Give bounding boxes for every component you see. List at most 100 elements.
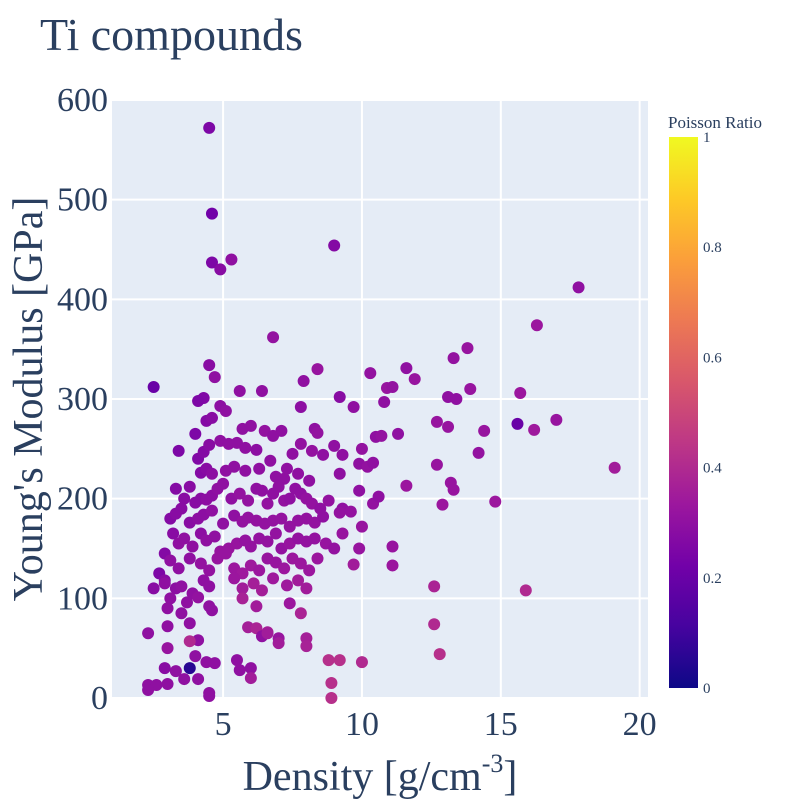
data-point bbox=[183, 480, 196, 493]
data-point bbox=[328, 439, 341, 452]
colorbar-tick-label: 0 bbox=[703, 681, 711, 697]
data-point bbox=[233, 487, 246, 500]
colorbar-tick-label: 0.8 bbox=[703, 240, 722, 256]
data-point bbox=[205, 467, 218, 480]
data-point bbox=[355, 520, 368, 533]
data-point bbox=[250, 600, 263, 613]
data-point bbox=[253, 462, 266, 475]
colorbar-tick-label: 1 bbox=[703, 130, 711, 146]
data-point bbox=[178, 532, 191, 545]
data-point bbox=[267, 331, 280, 344]
data-point bbox=[208, 371, 221, 384]
data-point bbox=[183, 635, 196, 648]
data-point bbox=[322, 654, 335, 667]
data-point bbox=[169, 665, 182, 678]
data-point bbox=[278, 562, 291, 575]
data-point bbox=[208, 530, 221, 543]
data-point bbox=[208, 657, 221, 670]
chart-title: Ti compounds bbox=[40, 9, 303, 60]
data-point bbox=[169, 482, 182, 495]
data-point bbox=[333, 467, 346, 480]
data-point bbox=[255, 484, 268, 497]
data-point bbox=[472, 446, 485, 459]
data-point bbox=[233, 385, 246, 398]
y-tick-label: 300 bbox=[57, 381, 108, 418]
data-point bbox=[178, 492, 191, 505]
data-point bbox=[147, 582, 160, 595]
data-point bbox=[255, 584, 268, 597]
data-point bbox=[192, 394, 205, 407]
data-point bbox=[294, 607, 307, 620]
data-point bbox=[247, 577, 260, 590]
data-point bbox=[167, 527, 180, 540]
data-point bbox=[478, 424, 491, 437]
data-point bbox=[272, 480, 285, 493]
data-point bbox=[269, 556, 282, 569]
data-point bbox=[530, 319, 543, 332]
data-point bbox=[205, 256, 218, 269]
data-point bbox=[161, 602, 174, 615]
data-point bbox=[194, 557, 207, 570]
colorbar-tick-label: 0.2 bbox=[703, 571, 722, 587]
data-point bbox=[275, 424, 288, 437]
colorbar bbox=[669, 137, 698, 688]
data-point bbox=[175, 580, 188, 593]
data-point bbox=[442, 420, 455, 433]
data-point bbox=[305, 444, 318, 457]
data-point bbox=[147, 381, 160, 394]
data-point bbox=[183, 617, 196, 630]
data-point bbox=[219, 404, 232, 417]
data-point bbox=[311, 552, 324, 565]
data-point bbox=[514, 387, 527, 400]
data-point bbox=[317, 448, 330, 461]
data-point bbox=[447, 352, 460, 365]
data-point bbox=[189, 427, 202, 440]
data-point bbox=[217, 517, 230, 530]
data-point bbox=[161, 620, 174, 633]
data-point bbox=[400, 362, 413, 375]
data-point bbox=[228, 572, 241, 585]
data-point bbox=[355, 656, 368, 669]
data-point bbox=[317, 510, 330, 523]
data-point bbox=[236, 582, 249, 595]
data-point bbox=[205, 411, 218, 424]
colorbar-tick-label: 0.6 bbox=[703, 350, 722, 366]
data-point bbox=[400, 479, 413, 492]
data-point bbox=[205, 207, 218, 220]
data-point bbox=[175, 607, 188, 620]
data-point bbox=[261, 535, 274, 548]
data-point bbox=[233, 664, 246, 677]
data-point bbox=[336, 527, 349, 540]
data-point bbox=[303, 474, 316, 487]
data-point bbox=[158, 662, 171, 675]
data-point bbox=[325, 692, 338, 704]
data-point bbox=[519, 584, 532, 597]
data-point bbox=[367, 456, 380, 469]
data-point bbox=[275, 512, 288, 525]
data-point bbox=[244, 662, 257, 675]
data-point bbox=[450, 393, 463, 405]
colorbar-tick-label: 0.4 bbox=[703, 461, 722, 477]
data-point bbox=[328, 239, 341, 252]
colorbar-title: Poisson Ratio bbox=[668, 113, 762, 132]
data-point bbox=[436, 498, 449, 511]
x-tick-label: 10 bbox=[345, 706, 379, 743]
y-axis-ticks: 0 100 200 300 400 500 600 bbox=[57, 82, 108, 717]
data-point bbox=[205, 504, 218, 517]
x-tick-label: 20 bbox=[623, 706, 657, 743]
data-point bbox=[322, 494, 335, 507]
data-point bbox=[228, 509, 241, 522]
data-point bbox=[230, 654, 243, 667]
data-point bbox=[219, 547, 232, 560]
data-point bbox=[464, 383, 477, 396]
data-point bbox=[355, 442, 368, 455]
x-axis-ticks: 5 10 15 20 bbox=[215, 706, 657, 743]
data-point bbox=[311, 363, 324, 376]
data-point bbox=[192, 591, 205, 604]
y-tick-label: 200 bbox=[57, 481, 108, 518]
data-point bbox=[447, 483, 460, 496]
data-point bbox=[378, 395, 391, 408]
data-point bbox=[203, 564, 216, 577]
data-point bbox=[311, 426, 324, 439]
data-point bbox=[297, 375, 310, 388]
